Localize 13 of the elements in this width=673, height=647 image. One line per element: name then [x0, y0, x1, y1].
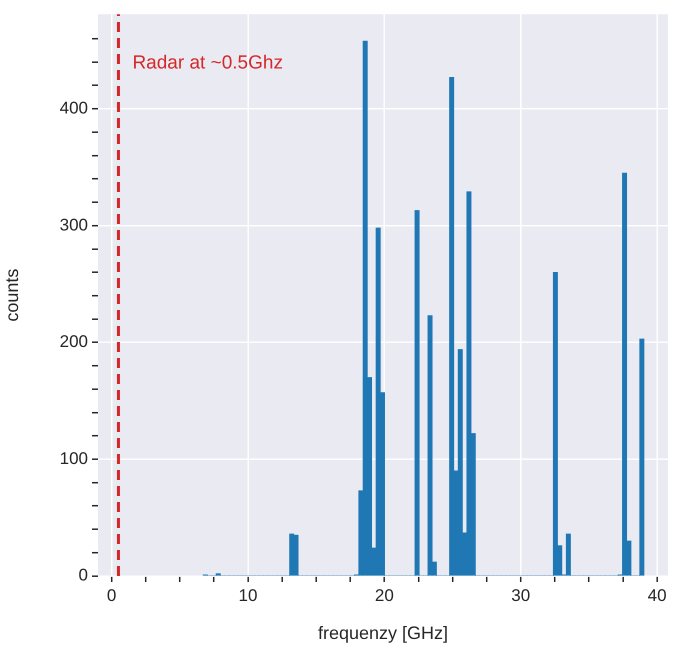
x-tick-label: 10 — [238, 586, 258, 605]
x-tick-label: 20 — [374, 586, 394, 605]
y-axis-title: counts — [2, 268, 22, 322]
x-tick-label: 30 — [511, 586, 530, 605]
y-tick-label: 300 — [60, 215, 88, 234]
ref-line-label: Radar at ~0.5Ghz — [132, 52, 283, 74]
y-tick-label: 400 — [60, 98, 88, 118]
x-tick-label: 40 — [648, 586, 667, 605]
y-tick-label: 200 — [60, 332, 88, 352]
x-axis-title: frequenzy [GHz] — [318, 623, 448, 644]
x-tick-label: 0 — [106, 586, 116, 605]
y-tick-label: 100 — [60, 448, 88, 468]
y-tick-label: 0 — [78, 566, 88, 585]
